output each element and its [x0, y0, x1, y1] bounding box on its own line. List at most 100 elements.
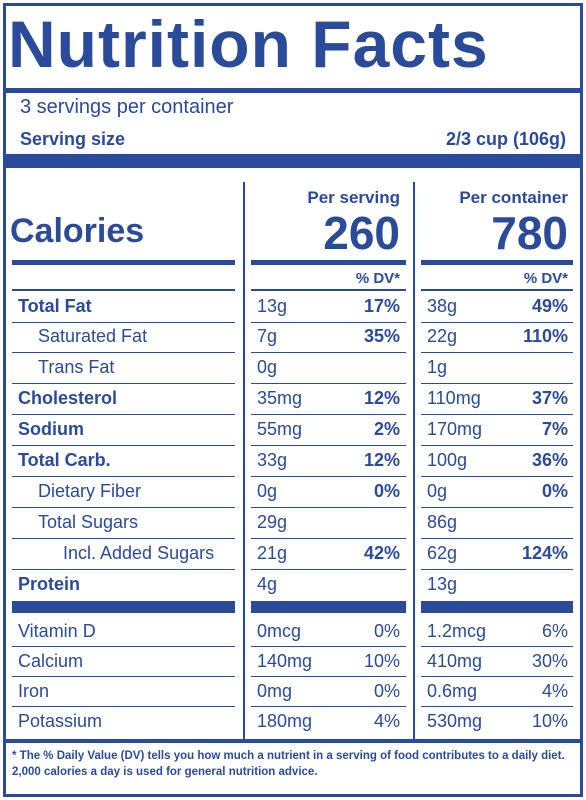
vitamin-serving-amount: 0mg	[257, 681, 293, 701]
servings-per-container: 3 servings per container	[20, 96, 234, 118]
serving-dv: 42%	[363, 543, 400, 563]
container-amount: 22g	[427, 326, 458, 346]
nutrient-name: Saturated Fat	[38, 326, 148, 346]
container-amount: 170mg	[427, 419, 483, 439]
vitamin-serving-dv: 0%	[373, 681, 400, 701]
vitamin-container-dv: 10%	[531, 711, 568, 731]
serving-dv: 35%	[363, 326, 400, 346]
serving-amount: 4g	[257, 574, 278, 594]
vitamin-serving-amount: 140mg	[257, 651, 313, 671]
serving-amount: 0g	[257, 357, 278, 377]
serving-amount: 55mg	[257, 419, 303, 439]
vitamin-name: Vitamin D	[18, 621, 96, 641]
row-rule	[12, 322, 235, 323]
row-rule	[12, 538, 235, 539]
row-rule	[421, 445, 573, 446]
container-amount: 110mg	[427, 388, 481, 408]
row-rule	[12, 569, 235, 570]
row-rule	[421, 569, 573, 570]
serving-amount: 33g	[257, 450, 288, 470]
container-dv: 49%	[531, 296, 568, 316]
calories-label: Calories	[10, 212, 145, 250]
serving-dv: 17%	[363, 296, 400, 316]
container-dv: 37%	[531, 388, 568, 408]
row-rule	[421, 646, 573, 647]
serving-size-label: Serving size	[20, 129, 126, 149]
row-rule	[251, 322, 406, 323]
vitamin-container-amount: 530mg	[427, 711, 483, 731]
vitamin-container-amount: 410mg	[427, 651, 483, 671]
container-amount: 62g	[427, 543, 458, 563]
row-rule	[421, 706, 573, 707]
vitamin-rule-right	[421, 601, 573, 613]
vitamin-rule-mid	[251, 601, 406, 613]
serving-dv: 12%	[363, 450, 400, 470]
row-rule	[251, 569, 406, 570]
container-amount: 13g	[427, 574, 458, 594]
container-amount: 100g	[427, 450, 468, 470]
row-rule	[421, 352, 573, 353]
serving-dv: 2%	[373, 419, 400, 439]
nutrition-label-frame	[3, 3, 583, 797]
vitamin-serving-amount: 0mcg	[257, 621, 302, 641]
row-rule	[12, 706, 235, 707]
serving-dv: 12%	[363, 388, 400, 408]
per-serving-header: Per serving	[307, 188, 400, 207]
container-dv: 36%	[531, 450, 568, 470]
dv-rule	[251, 289, 406, 291]
serving-amount: 13g	[257, 296, 288, 316]
row-rule	[251, 507, 406, 508]
container-dv: 110%	[522, 326, 568, 346]
dv-rule	[421, 289, 573, 291]
row-rule	[251, 414, 406, 415]
row-rule	[421, 676, 573, 677]
row-rule	[421, 507, 573, 508]
vitamin-container-dv: 30%	[531, 651, 568, 671]
container-amount: 1g	[427, 357, 448, 377]
nutrient-name: Cholesterol	[18, 388, 118, 408]
footnote-rule	[6, 739, 580, 743]
column-divider-2	[413, 182, 415, 740]
calories-per-serving: 260	[323, 207, 400, 259]
row-rule	[251, 676, 406, 677]
vitamin-container-dv: 6%	[541, 621, 568, 641]
nutrient-name: Total Fat	[18, 296, 92, 316]
row-rule	[251, 445, 406, 446]
row-rule	[251, 383, 406, 384]
dv-header-container: % DV*	[523, 270, 568, 287]
row-rule	[421, 322, 573, 323]
row-rule	[421, 538, 573, 539]
vitamin-rule-left	[12, 601, 235, 613]
row-rule	[12, 445, 235, 446]
calories-rule-left	[12, 260, 235, 265]
serving-size-value: 2/3 cup (106g)	[445, 129, 566, 149]
row-rule	[251, 476, 406, 477]
row-rule	[12, 352, 235, 353]
row-rule	[12, 676, 235, 677]
calories-rule-right	[421, 260, 573, 265]
row-rule	[251, 538, 406, 539]
row-rule	[12, 414, 235, 415]
serving-amount: 21g	[257, 543, 288, 563]
thick-rule-top	[6, 154, 580, 168]
nutrient-name: Trans Fat	[38, 357, 115, 377]
row-rule	[251, 646, 406, 647]
vitamin-container-dv: 4%	[541, 681, 568, 701]
serving-amount: 35mg	[257, 388, 303, 408]
vitamin-serving-dv: 0%	[373, 621, 400, 641]
row-rule	[251, 352, 406, 353]
nutrient-name: Dietary Fiber	[38, 481, 142, 501]
vitamin-serving-dv: 4%	[373, 711, 400, 731]
nutrient-name: Total Sugars	[38, 512, 139, 532]
row-rule	[251, 706, 406, 707]
serving-amount: 0g	[257, 481, 278, 501]
row-rule	[12, 383, 235, 384]
container-amount: 38g	[427, 296, 458, 316]
nutrient-name: Incl. Added Sugars	[63, 543, 215, 563]
vitamin-name: Iron	[18, 681, 50, 701]
container-dv: 7%	[541, 419, 568, 439]
row-rule	[421, 476, 573, 477]
row-rule	[12, 476, 235, 477]
row-rule	[12, 646, 235, 647]
nutrient-name: Total Carb.	[18, 450, 111, 470]
